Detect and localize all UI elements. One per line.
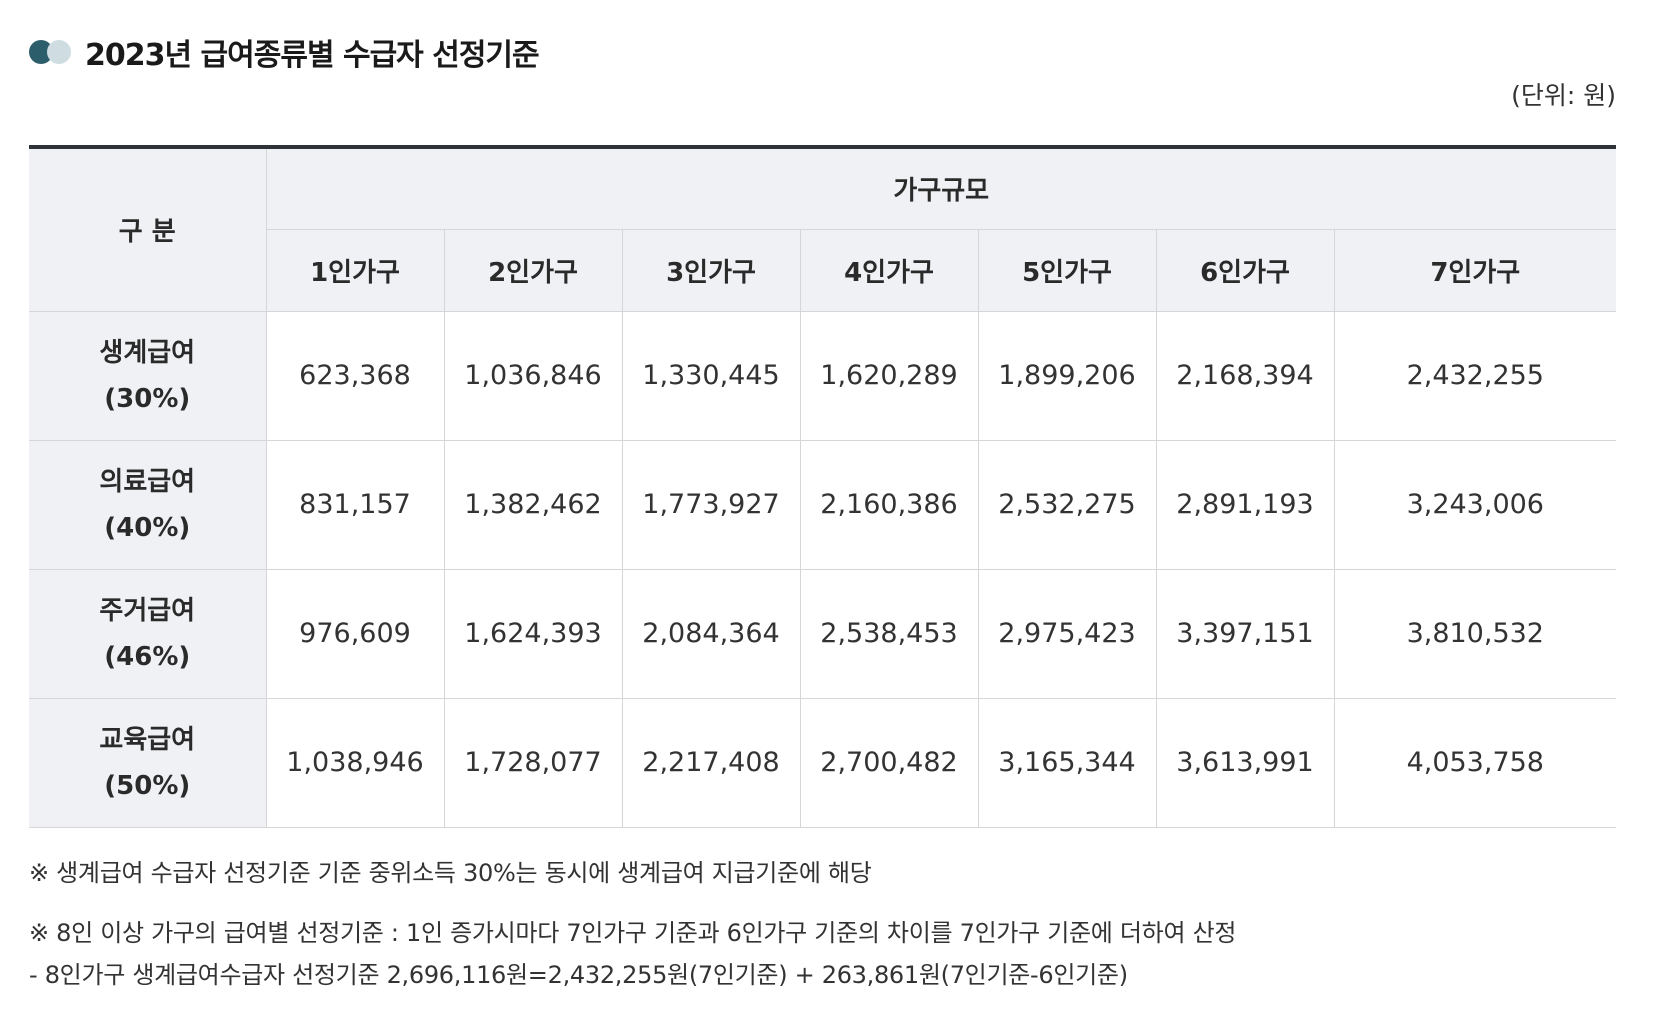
table-row: 생계급여 (30%) 623,368 1,036,846 1,330,445 1… <box>29 310 1617 441</box>
column-header: 4인가구 <box>799 228 979 312</box>
table-cell: 2,891,193 <box>1155 439 1335 570</box>
column-header: 7인가구 <box>1333 228 1617 312</box>
header-row-group: 구 분 가구규모 <box>29 146 1617 312</box>
header-row-columns: 1인가구 2인가구 3인가구 4인가구 5인가구 6인가구 7인가구 <box>29 228 1617 312</box>
footnote-example: - 8인가구 생계급여수급자 선정기준 2,696,116원=2,432,255… <box>29 961 1128 989</box>
table-cell: 623,368 <box>265 310 445 441</box>
table-cell: 976,609 <box>265 568 445 699</box>
table-cell: 2,538,453 <box>799 568 979 699</box>
table-cell: 1,773,927 <box>621 439 801 570</box>
benefit-percent: (50%) <box>104 770 191 801</box>
table-cell: 1,728,077 <box>443 697 623 828</box>
section-title-row: 2023년 급여종류별 수급자 선정기준 <box>29 30 540 74</box>
title-bullet-icon <box>29 39 73 65</box>
column-header: 3인가구 <box>621 228 801 312</box>
benefit-name: 의료급여 <box>99 466 196 497</box>
benefit-percent: (30%) <box>104 383 191 414</box>
selection-criteria-table: 구 분 가구규모 1인가구 2인가구 3인가구 4인가구 5인가구 6인가구 7… <box>29 145 1617 828</box>
table-cell: 2,975,423 <box>977 568 1157 699</box>
unit-label: (단위: 원) <box>1511 81 1616 110</box>
column-header: 1인가구 <box>266 228 445 312</box>
column-header: 2인가구 <box>443 228 623 312</box>
table-row: 교육급여 (50%) 1,038,946 1,728,077 2,217,408… <box>29 697 1617 828</box>
table-cell: 1,624,393 <box>443 568 623 699</box>
table-row: 주거급여 (46%) 976,609 1,624,393 2,084,364 2… <box>29 568 1617 699</box>
benefit-name: 교육급여 <box>99 724 196 755</box>
table-cell: 4,053,758 <box>1333 697 1617 828</box>
table-cell: 2,217,408 <box>621 697 801 828</box>
table-cell: 2,084,364 <box>621 568 801 699</box>
benefit-percent: (46%) <box>104 641 191 672</box>
benefit-name: 주거급여 <box>99 595 196 626</box>
benefit-percent: (40%) <box>104 512 191 543</box>
table-cell: 831,157 <box>265 439 445 570</box>
column-header: 5인가구 <box>977 228 1157 312</box>
table-cell: 1,899,206 <box>977 310 1157 441</box>
table-cell: 1,330,445 <box>621 310 801 441</box>
footnotes: ※ 생계급여 수급자 선정기준 기준 중위소득 30%는 동시에 생계급여 지급… <box>29 852 1236 996</box>
table-cell: 1,036,846 <box>443 310 623 441</box>
table-cell: 3,165,344 <box>977 697 1157 828</box>
row-header: 주거급여 (46%) <box>29 568 267 699</box>
footnote: ※ 생계급여 수급자 선정기준 기준 중위소득 30%는 동시에 생계급여 지급… <box>29 859 872 887</box>
table-cell: 1,382,462 <box>443 439 623 570</box>
table-cell: 1,620,289 <box>799 310 979 441</box>
table-cell: 2,168,394 <box>1155 310 1335 441</box>
row-header: 의료급여 (40%) <box>29 439 267 570</box>
table-cell: 3,397,151 <box>1155 568 1335 699</box>
row-header: 생계급여 (30%) <box>29 310 267 441</box>
table-cell: 2,160,386 <box>799 439 979 570</box>
row-header: 교육급여 (50%) <box>29 697 267 828</box>
table-cell: 3,613,991 <box>1155 697 1335 828</box>
table-cell: 2,700,482 <box>799 697 979 828</box>
footnote: ※ 8인 이상 가구의 급여별 선정기준 : 1인 증가시마다 7인가구 기준과… <box>29 919 1237 947</box>
table-row: 의료급여 (40%) 831,157 1,382,462 1,773,927 2… <box>29 439 1617 570</box>
bullet-dot-light <box>47 40 71 64</box>
column-header: 6인가구 <box>1155 228 1335 312</box>
table-cell: 1,038,946 <box>265 697 445 828</box>
page-title: 2023년 급여종류별 수급자 선정기준 <box>85 38 540 73</box>
table-cell: 2,432,255 <box>1333 310 1617 441</box>
household-size-header: 가구규모 <box>265 146 1617 230</box>
corner-header: 구 분 <box>29 146 267 312</box>
benefit-name: 생계급여 <box>99 337 196 368</box>
table-cell: 2,532,275 <box>977 439 1157 570</box>
table-cell: 3,243,006 <box>1333 439 1617 570</box>
table-cell: 3,810,532 <box>1333 568 1617 699</box>
